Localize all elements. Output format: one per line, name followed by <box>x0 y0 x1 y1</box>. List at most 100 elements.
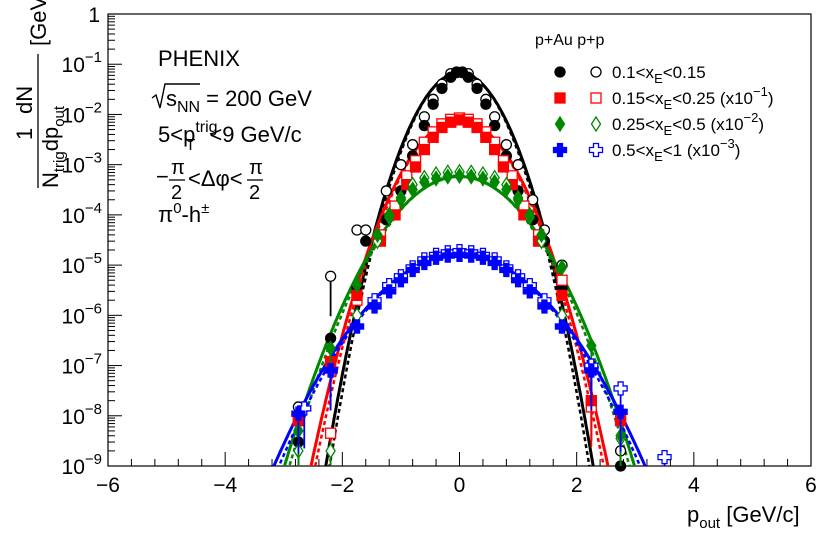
bin1-pau-point <box>480 98 492 110</box>
bin1-pp-point <box>527 194 539 206</box>
svg-text:2: 2 <box>249 182 260 204</box>
bin1-legend-label: 0.1<xE<0.15 <box>612 63 706 86</box>
y-tick-label: 10−1 <box>62 49 102 77</box>
bin4-legend-label: 0.5<xE<1 (x10−3) <box>612 136 740 164</box>
bin3-pau-point <box>489 173 500 191</box>
bin3-pau-point <box>383 206 395 224</box>
bin1-pau-point <box>360 235 372 247</box>
bin4-pau-point <box>405 262 420 278</box>
bin4-pau-point <box>475 250 491 265</box>
svg-text:sNN= 200 GeV: sNN = 200 GeV <box>166 86 312 116</box>
bin4-pau-point <box>537 299 552 314</box>
bin4-pau-point <box>417 255 432 271</box>
bin4-pau-point <box>522 284 537 299</box>
bin1-pau-point <box>488 119 501 132</box>
bin3-pau-point <box>395 191 407 208</box>
bin2-pau-point <box>556 289 568 301</box>
y-tick-label: 10−9 <box>62 451 102 479</box>
bin4-pau-point <box>554 319 570 334</box>
bin3-pau-point <box>351 276 363 294</box>
bin2-pp-point <box>556 274 568 286</box>
bin4-pau-point <box>584 363 599 378</box>
bin2-pau-point <box>418 143 431 156</box>
svg-text:−: − <box>156 164 169 189</box>
y-tick-label: 10−5 <box>62 250 102 278</box>
x-tick-label: −2 <box>330 474 354 497</box>
bin1-pp-point <box>406 139 419 151</box>
bin2-pau-point <box>409 161 422 173</box>
bin2-pp-point <box>324 427 337 439</box>
bin3-pau-point <box>372 226 383 244</box>
bin3-pau-point <box>430 170 442 187</box>
bin1-pau-point <box>436 82 448 95</box>
axis-ticks: −6 −4 −2 0 2 4 6110−110−210−310−410−510−610−71… <box>62 4 817 497</box>
bin3-pau-point <box>536 226 547 244</box>
x-tick-label: 4 <box>688 474 700 497</box>
bin4-legend-pau-marker <box>552 142 568 158</box>
bin4-pau-point <box>367 299 382 314</box>
bin4-pau-point <box>440 248 455 263</box>
x-axis-label: pout [GeV/c] <box>687 502 800 532</box>
bin2-pau-point <box>497 161 510 173</box>
bin2-legend-label: 0.15<xE<0.25 (x10−1) <box>612 84 774 112</box>
energy-var: s <box>166 86 177 111</box>
bin4-pp-point <box>297 401 312 416</box>
svg-text:2: 2 <box>171 182 182 204</box>
bin3-pau-point <box>524 206 536 224</box>
y-tick-label: 10−7 <box>62 351 102 379</box>
bin1-pau-point <box>471 82 483 95</box>
energy-value: = 200 GeV <box>206 86 312 111</box>
bin4-pau-point <box>291 406 306 421</box>
svg-text:π: π <box>249 157 263 179</box>
x-tick-label: 0 <box>454 474 466 497</box>
experiment-label: PHENIX <box>158 46 240 71</box>
bin2-pau-point <box>480 131 492 143</box>
bin1-pp-point <box>500 139 513 151</box>
svg-text:Ntrigdpout: Ntrigdpout <box>38 105 68 188</box>
bin4-pp-point <box>657 450 672 465</box>
bin4-pau-point <box>349 319 365 334</box>
bin3-pau-point <box>454 167 465 185</box>
bin4-pp-point <box>613 381 628 396</box>
bin4-pau-point <box>487 255 502 271</box>
bin4-pau-point <box>510 273 526 288</box>
bin3-pau-point <box>419 173 430 191</box>
bin4-pau-point <box>452 247 467 263</box>
bin1-pp-point <box>360 224 372 236</box>
bin1-pau-point <box>418 119 431 132</box>
y-tick-label: 10−4 <box>62 200 102 228</box>
data-points <box>291 66 672 472</box>
bin3-pau-point <box>512 191 524 208</box>
x-tick-label: 2 <box>571 474 583 497</box>
pair-label: π0-h± <box>158 200 209 227</box>
svg-text:<Δφ<: <Δφ< <box>188 166 243 191</box>
x-tick-label: 6 <box>805 474 817 497</box>
bin1-pau-point <box>462 71 474 83</box>
bin4-legend-pp-marker <box>588 142 604 158</box>
svg-text:π: π <box>171 157 185 179</box>
energy-label: sNN = 200 GeV <box>151 83 312 116</box>
bin1-legend-pau-marker <box>554 66 566 78</box>
bin3-pau-point <box>477 170 489 187</box>
bin2-legend-pau-marker <box>554 92 566 104</box>
bin3-pau-point <box>442 168 454 185</box>
bin3-pau-point <box>325 340 336 357</box>
legend-header: p+Au p+p <box>535 32 605 49</box>
legend: p+Au p+p 0.1<xE<0.150.15<xE<0.25 (x10−1)… <box>535 32 774 164</box>
bin3-pau-point <box>501 181 512 198</box>
y-tick-label: 10−8 <box>62 401 102 429</box>
y-tick-label: 1 <box>88 4 100 27</box>
bin2-pau-point <box>488 143 501 156</box>
bin3-pau-point <box>465 168 477 185</box>
x-tick-label: −4 <box>213 474 237 497</box>
y-axis-label: 1 dN Ntrigdpout [GeV/c]-1 <box>12 0 68 188</box>
bin2-legend-pp-marker <box>590 92 602 104</box>
y-tick-label: 10−6 <box>62 300 102 328</box>
bin3-pp-point <box>325 442 336 460</box>
bin4-pau-point <box>323 363 338 378</box>
sqrt-sign <box>151 83 200 109</box>
bin3-pau-point <box>407 181 418 198</box>
svg-text:dN: dN <box>12 86 37 114</box>
ptrig-label: 5<ptrig T <9 GeV/c <box>158 119 302 154</box>
